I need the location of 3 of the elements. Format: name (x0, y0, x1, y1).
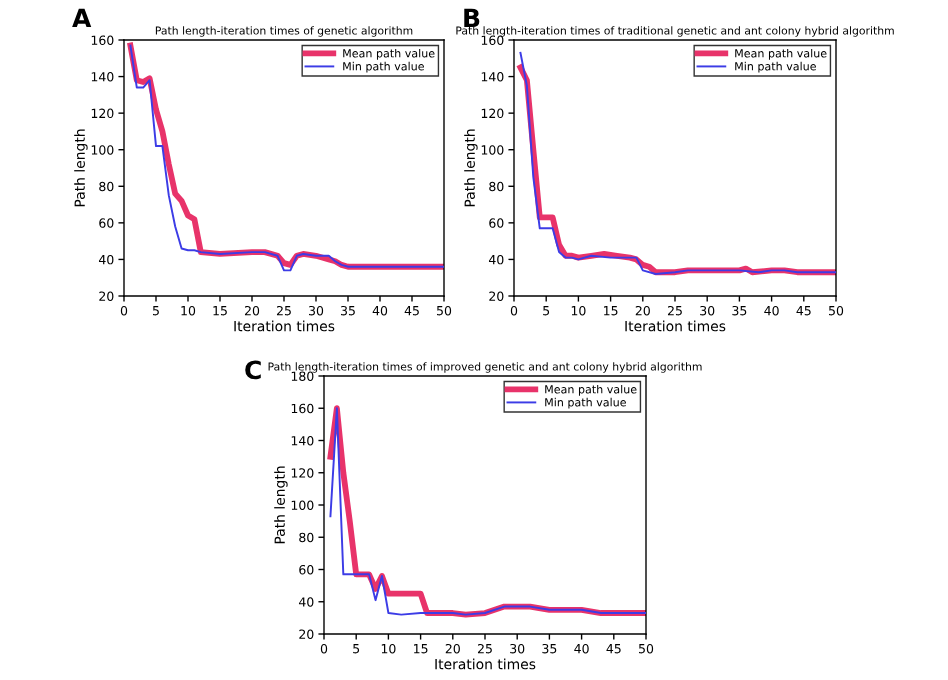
text: B (464, 8, 480, 27)
text: A (72, 8, 92, 27)
text: C (245, 360, 261, 380)
